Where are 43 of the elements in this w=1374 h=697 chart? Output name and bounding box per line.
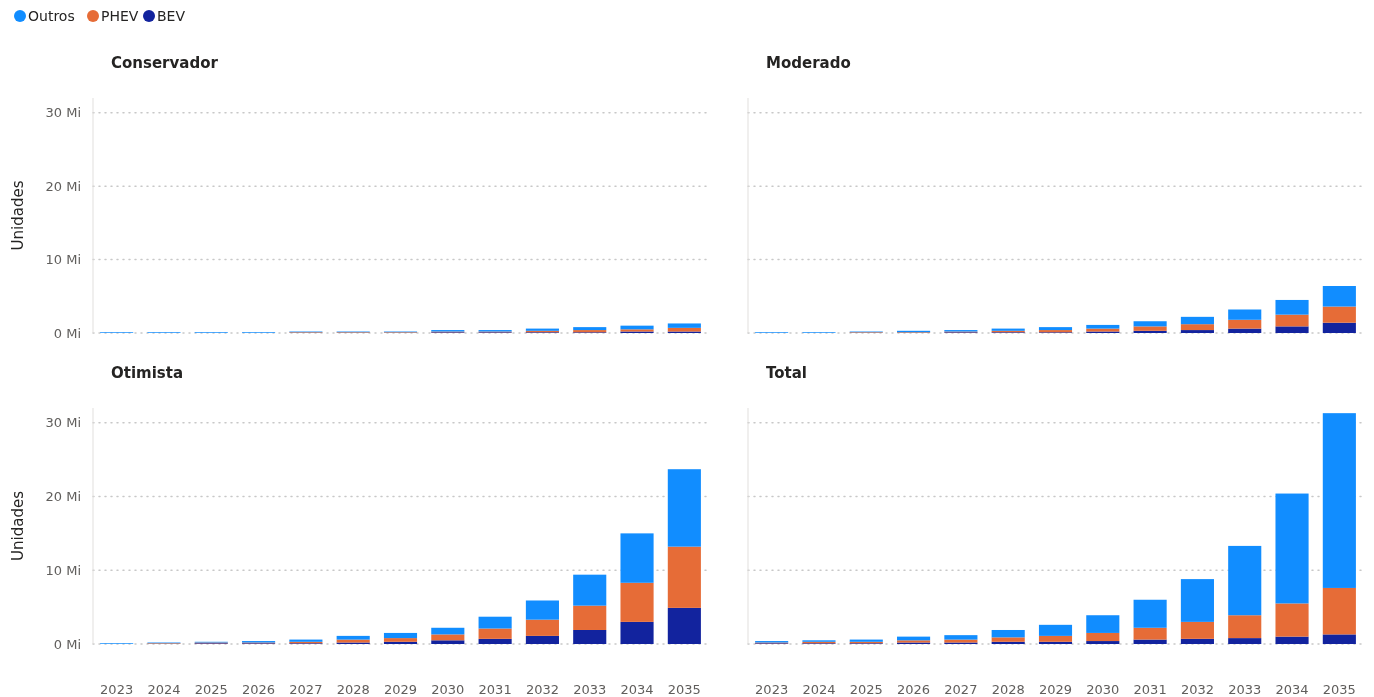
y-tick-label: 20 Mi — [45, 489, 81, 505]
y-tick-label: 20 Mi — [45, 178, 81, 194]
x-tick-label: 2031 — [478, 682, 512, 697]
x-tick-label: 2034 — [1275, 682, 1309, 697]
chart-title: Moderado — [766, 54, 851, 72]
x-tick-label: 2030 — [431, 682, 465, 697]
y-tick-label: 0 Mi — [53, 325, 81, 341]
x-tick-label: 2024 — [147, 682, 181, 697]
y-tick-label: 0 Mi — [53, 636, 81, 652]
y-tick-label: 10 Mi — [45, 252, 81, 268]
x-tick-label: 2027 — [289, 682, 323, 697]
x-tick-label: 2033 — [573, 682, 607, 697]
chart-title: Conservador — [111, 54, 219, 72]
x-tick-label: 2025 — [194, 682, 228, 697]
x-tick-label: 2026 — [897, 682, 931, 697]
x-tick-label: 2024 — [802, 682, 836, 697]
x-tick-label: 2035 — [667, 682, 701, 697]
x-tick-label: 2025 — [849, 682, 883, 697]
y-axis-title: Unidades — [9, 490, 27, 561]
chart-title: Otimista — [111, 364, 184, 382]
chart-title: Total — [766, 364, 807, 382]
x-tick-label: 2028 — [336, 682, 370, 697]
y-tick-label: 30 Mi — [45, 415, 81, 431]
y-tick-label: 30 Mi — [45, 105, 81, 121]
x-tick-label: 2034 — [620, 682, 654, 697]
legend-label: Outros — [28, 7, 75, 24]
y-tick-label: 10 Mi — [45, 562, 81, 578]
x-tick-label: 2023 — [755, 682, 789, 697]
x-tick-label: 2023 — [100, 682, 134, 697]
x-tick-label: 2027 — [944, 682, 978, 697]
x-tick-label: 2032 — [1180, 682, 1214, 697]
y-axis-title: Unidades — [9, 180, 27, 251]
x-tick-label: 2032 — [525, 682, 559, 697]
x-tick-label: 2029 — [1038, 682, 1073, 697]
x-tick-label: 2029 — [383, 682, 418, 697]
x-tick-label: 2030 — [1086, 682, 1120, 697]
x-tick-label: 2026 — [242, 682, 276, 697]
x-tick-label: 2031 — [1133, 682, 1167, 697]
legend-label: BEV — [157, 7, 186, 24]
legend-label: PHEV — [101, 7, 139, 24]
x-tick-label: 2035 — [1322, 682, 1356, 697]
x-tick-label: 2028 — [991, 682, 1025, 697]
x-tick-label: 2033 — [1228, 682, 1262, 697]
